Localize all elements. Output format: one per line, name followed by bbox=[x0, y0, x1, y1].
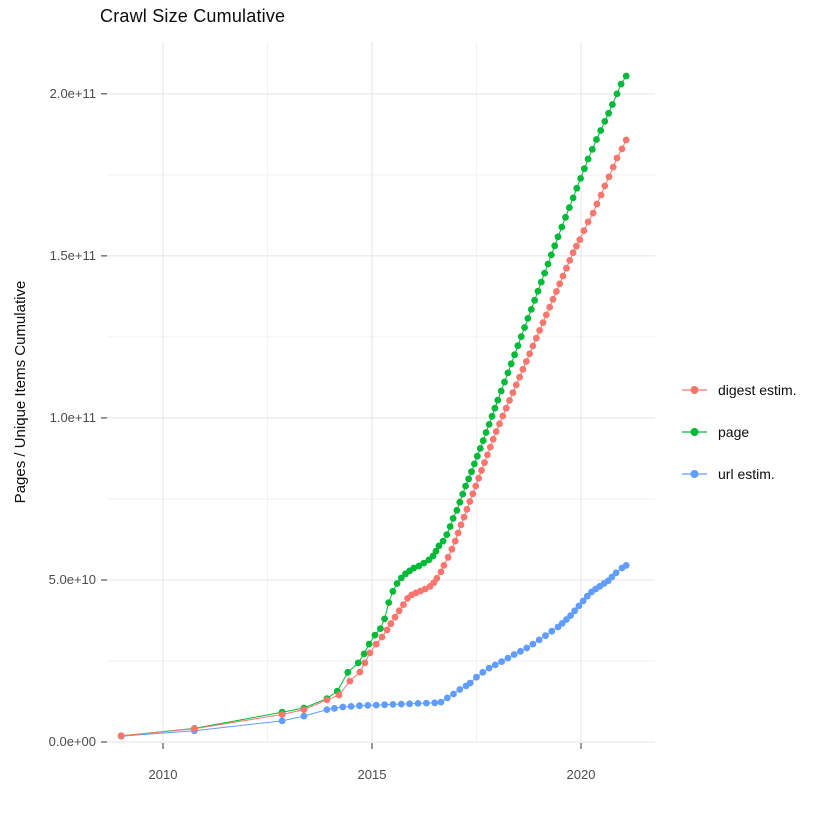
y-tick-label: 1.5e+11 bbox=[49, 247, 96, 263]
legend-key-line-dot-icon bbox=[682, 470, 707, 478]
x-tick-label: 2010 bbox=[148, 767, 178, 782]
x-tick-label: 2015 bbox=[357, 767, 387, 782]
x-tick-label: 2020 bbox=[566, 767, 596, 782]
y-tick-label: 0.0e+00 bbox=[48, 734, 96, 749]
chart-title: Crawl Size Cumulative bbox=[100, 6, 286, 26]
legend-key-line-dot-icon bbox=[682, 386, 707, 394]
legend-label: digest estim. bbox=[718, 382, 797, 398]
y-tick-label: 5.0e+10 bbox=[48, 571, 96, 587]
legend-item-page: page bbox=[681, 422, 797, 442]
y-tick-label: 2.0e+11 bbox=[49, 85, 96, 101]
legend-item-url-estim: url estim. bbox=[681, 464, 797, 484]
legend-label: url estim. bbox=[718, 466, 775, 482]
legend-item-digest-estim: digest estim. bbox=[681, 380, 797, 400]
y-tick-label: 1.0e+11 bbox=[49, 409, 96, 425]
legend-key-line-dot-icon bbox=[682, 428, 707, 436]
legend-label: page bbox=[718, 424, 750, 440]
legend: digest estim. page url estim. bbox=[681, 380, 797, 506]
